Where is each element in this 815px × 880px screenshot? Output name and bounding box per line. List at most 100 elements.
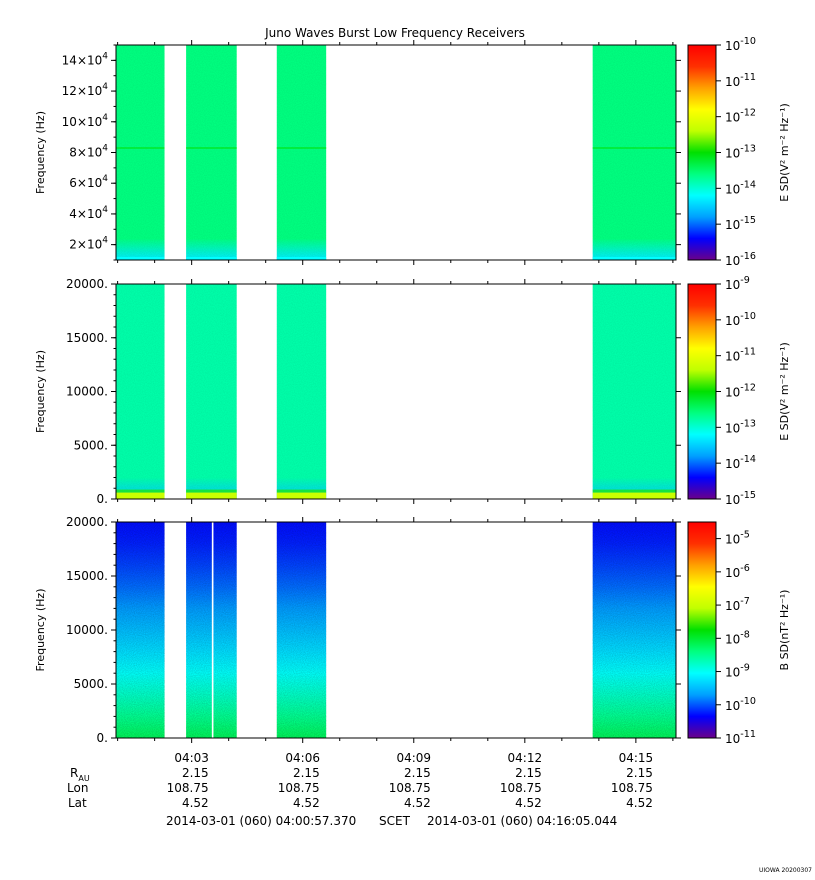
colorbar-2 (687, 283, 717, 500)
cbtick-label-2-4: 10-12 (725, 383, 756, 400)
figure-title: Juno Waves Burst Low Frequency Receivers (264, 26, 525, 40)
burst-texture-3-2 (186, 522, 237, 738)
ytick-label-3-4: 15000. (66, 569, 108, 583)
cbtick-label-1-1: 10-10 (725, 36, 756, 53)
burst-texture-1-3 (276, 45, 327, 260)
ytick-label-2-4: 15000. (66, 331, 108, 345)
footer-credit: UIOWA 20200307 (759, 867, 812, 874)
ytick-label-2-2: 5000. (74, 438, 108, 452)
r-au-value-3: 2.15 (404, 766, 431, 780)
burst-texture-1-1 (115, 45, 165, 260)
xtick-label-5: 04:15 (619, 751, 654, 765)
cbtick-label-2-1: 10-9 (725, 275, 750, 292)
xtick-label-4: 04:12 (508, 751, 543, 765)
burst-texture-2-2 (186, 284, 237, 499)
feature-lf-edge-2-4 (592, 489, 676, 493)
colorbar-label-2: E SD(V² m⁻² Hz⁻¹) (778, 342, 791, 441)
ylabel-1: Frequency (Hz) (34, 111, 47, 194)
footer-scet-label: SCET (379, 814, 411, 828)
burst-texture-1-4 (592, 45, 676, 260)
ytick-label-2-5: 20000. (66, 277, 108, 291)
colorbar-label-3: B SD(nT² Hz⁻¹) (778, 590, 791, 671)
burst-texture-2-3 (276, 284, 327, 499)
xtick-label-1: 04:03 (174, 751, 209, 765)
ytick-label-1-7: 14×104 (62, 51, 109, 67)
cbtick-label-3-7: 10-11 (725, 729, 756, 746)
cbtick-label-3-4: 10-8 (725, 629, 750, 646)
burst-texture-1-2 (186, 45, 237, 260)
footer: 2014-03-01 (060) 04:00:57.370 SCET 2014-… (166, 814, 812, 874)
burst-texture-3-3 (276, 522, 327, 738)
lat-value-5: 4.52 (626, 796, 653, 810)
cbtick-label-1-5: 10-14 (725, 179, 756, 196)
lon-value-4: 108.75 (500, 781, 542, 795)
ytick-label-3-1: 0. (97, 731, 108, 745)
cbtick-label-1-4: 10-13 (725, 144, 756, 161)
lon-value-2: 108.75 (278, 781, 320, 795)
cbtick-label-1-2: 10-11 (725, 72, 756, 89)
footer-end-time: 2014-03-01 (060) 04:16:05.044 (427, 814, 617, 828)
r-au-label: RAU (70, 766, 90, 783)
r-au-value-5: 2.15 (626, 766, 653, 780)
xtick-label-3: 04:09 (396, 751, 431, 765)
feature-line-1-4 (592, 147, 676, 149)
feature-lf-edge-2-1 (115, 489, 165, 493)
r-au-value-4: 2.15 (515, 766, 542, 780)
ytick-label-1-6: 12×104 (62, 82, 109, 98)
ytick-label-2-3: 10000. (66, 385, 108, 399)
lat-value-1: 4.52 (182, 796, 209, 810)
cbtick-label-1-3: 10-12 (725, 108, 756, 125)
ylabel-3: Frequency (Hz) (34, 589, 47, 672)
r-au-value-2: 2.15 (293, 766, 320, 780)
cbtick-label-2-2: 10-10 (725, 311, 756, 328)
colorbar-label-1: E SD(V² m⁻² Hz⁻¹) (778, 103, 791, 202)
feature-line-1-1 (115, 147, 165, 149)
feature-gap-3 (211, 522, 214, 738)
cbtick-label-2-3: 10-11 (725, 347, 756, 364)
feature-lf-edge-2-3 (276, 489, 327, 493)
panel-2: 0. 5000. 10000. 15000. 20000. Frequency (Hz) 1… (34, 275, 791, 507)
burst-texture-2-1 (115, 284, 165, 499)
feature-lf-edge-2-2 (186, 489, 237, 493)
cbtick-label-3-6: 10-10 (725, 696, 756, 713)
ytick-label-1-3: 6×104 (69, 174, 108, 190)
lat-value-4: 4.52 (515, 796, 542, 810)
feature-lf-2-1 (115, 492, 165, 499)
cbtick-label-1-6: 10-15 (725, 215, 756, 232)
burst-texture-2-4 (592, 284, 676, 499)
burst-lowedge-3 (276, 257, 327, 260)
cbtick-label-3-2: 10-6 (725, 563, 750, 580)
ytick-label-3-5: 20000. (66, 515, 108, 529)
ytick-label-2-1: 0. (97, 492, 108, 506)
cbtick-label-2-6: 10-14 (725, 454, 756, 471)
cbtick-label-1-7: 10-16 (725, 251, 756, 268)
ephemeris-row-labels: RAU Lon Lat (67, 766, 90, 810)
colorbar-3 (687, 521, 717, 739)
ytick-label-1-2: 4×104 (69, 205, 108, 221)
ytick-label-3-2: 5000. (74, 677, 108, 691)
ylabel-2: Frequency (Hz) (34, 350, 47, 433)
burst-lowedge-4 (592, 257, 676, 260)
feature-lf-2-3 (276, 492, 327, 499)
feature-line-1-2 (186, 147, 237, 149)
feature-lf-2-4 (592, 492, 676, 499)
lat-value-3: 4.52 (404, 796, 431, 810)
lon-value-1: 108.75 (167, 781, 209, 795)
lat-label: Lat (68, 796, 87, 810)
burst-lowedge-1 (115, 257, 165, 260)
burst-texture-3-1 (115, 522, 165, 738)
cbtick-label-3-3: 10-7 (725, 596, 750, 613)
r-main: R (70, 766, 78, 780)
lon-value-5: 108.75 (611, 781, 653, 795)
xtick-label-2: 04:06 (285, 751, 320, 765)
r-au-value-1: 2.15 (182, 766, 209, 780)
lon-label: Lon (67, 781, 88, 795)
x-axis-labels: RAU Lon Lat 04:032.15108.754.5204:062.15… (67, 751, 653, 810)
ytick-label-1-1: 2×104 (69, 236, 108, 252)
footer-start-time: 2014-03-01 (060) 04:00:57.370 (166, 814, 356, 828)
r-sub: AU (78, 774, 89, 783)
ytick-label-3-3: 10000. (66, 623, 108, 637)
lon-value-3: 108.75 (389, 781, 431, 795)
panel-3: 0. 5000. 10000. 15000. 20000. Frequency (Hz) 1… (34, 515, 791, 746)
